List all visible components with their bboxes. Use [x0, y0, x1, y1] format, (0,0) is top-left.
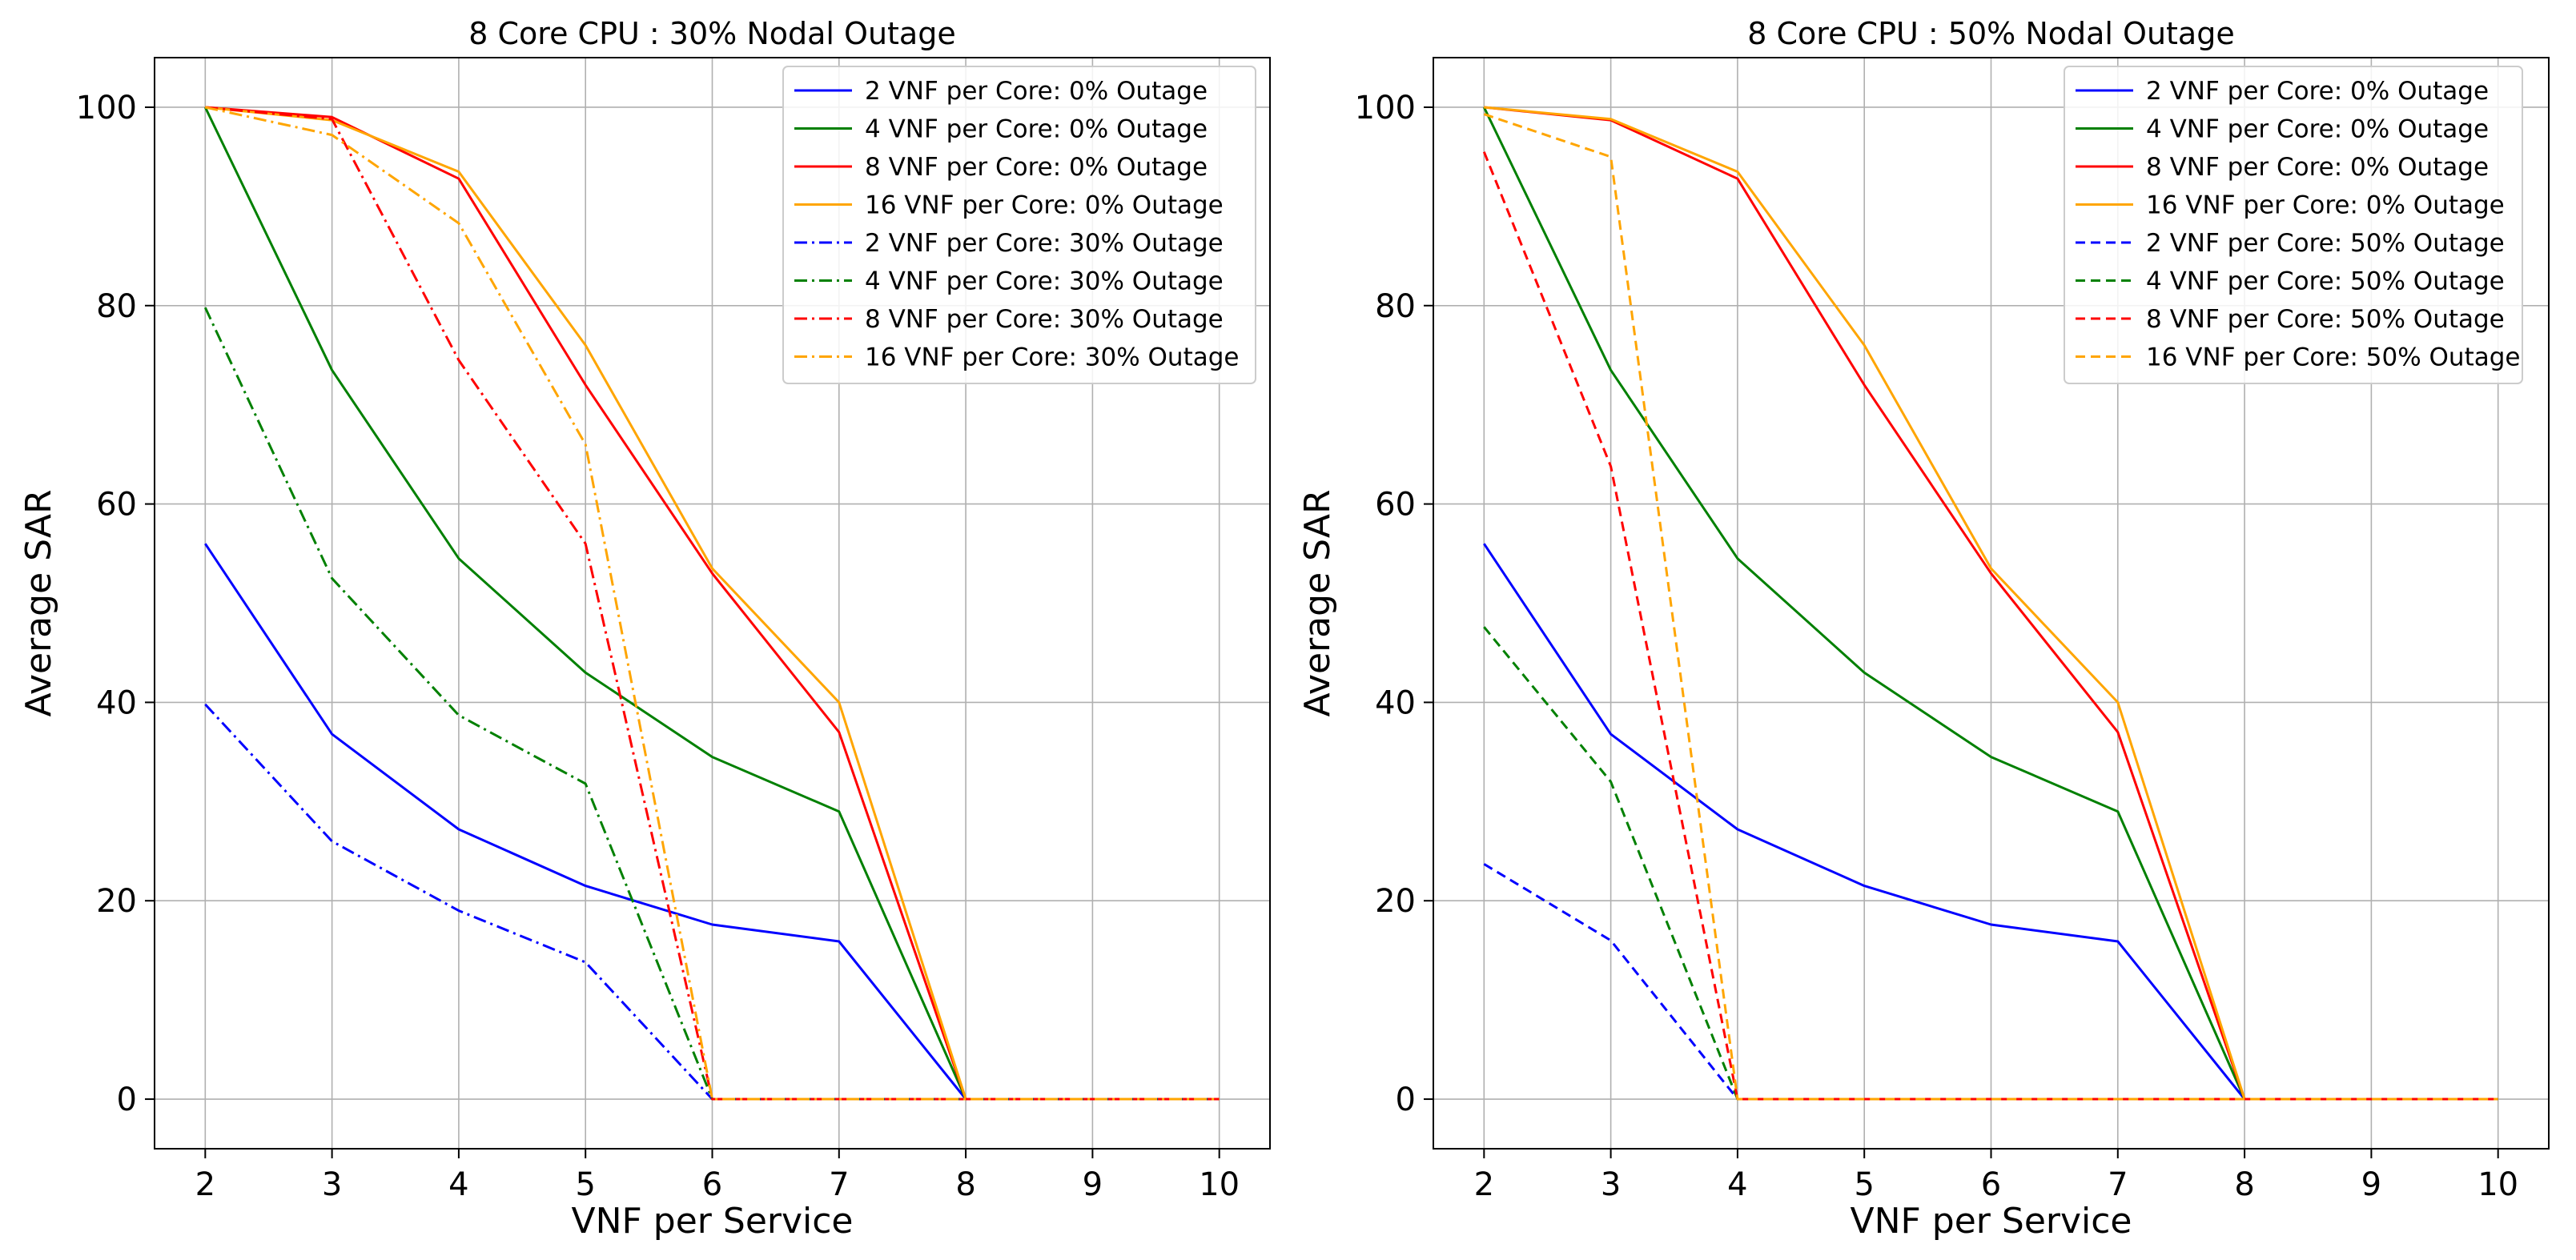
y-tick-label: 40: [1375, 684, 1416, 721]
legend: 2 VNF per Core: 0% Outage 4 VNF per Core:…: [2064, 66, 2523, 384]
x-tick-label: 10: [2478, 1166, 2518, 1203]
x-tick-label: 6: [1981, 1166, 2001, 1203]
legend-label-3: 8 VNF per Core: 0% Outage: [865, 153, 1208, 182]
series-line-7: [205, 106, 1220, 1101]
x-tick-label: 9: [2361, 1166, 2381, 1203]
x-tick-label: 3: [1601, 1166, 1621, 1203]
y-tick-label: 0: [1396, 1081, 1416, 1118]
x-tick-label: 7: [2108, 1166, 2128, 1203]
y-tick-label: 60: [1375, 487, 1416, 524]
legend-label-7: 8 VNF per Core: 30% Outage: [865, 305, 1224, 334]
y-axis-label: Average SAR: [18, 489, 59, 716]
y-tick-label: 20: [1375, 883, 1416, 920]
series-line-8: [204, 106, 1220, 1101]
x-tick-label: 2: [195, 1166, 215, 1203]
legend-label-4: 16 VNF per Core: 0% Outage: [2146, 191, 2505, 220]
legend-label-7: 8 VNF per Core: 50% Outage: [2146, 305, 2505, 334]
legend-label-2: 4 VNF per Core: 0% Outage: [865, 115, 1208, 144]
x-tick-label: 5: [575, 1166, 595, 1203]
x-tick-label: 9: [1083, 1166, 1103, 1203]
y-tick-label: 40: [96, 684, 137, 721]
legend-label-8: 16 VNF per Core: 30% Outage: [865, 343, 1239, 372]
legend-label-2: 4 VNF per Core: 0% Outage: [2146, 115, 2489, 144]
x-tick-label: 3: [322, 1166, 342, 1203]
x-axis-label: VNF per Service: [1851, 1201, 2132, 1242]
y-tick-label: 60: [96, 487, 137, 524]
x-tick-label: 2: [1474, 1166, 1494, 1203]
legend-box: [782, 66, 1256, 384]
chart-title: 8 Core CPU : 50% Nodal Outage: [1747, 16, 2234, 51]
x-tick-label: 8: [2234, 1166, 2254, 1203]
x-tick-label: 4: [448, 1166, 468, 1203]
legend-label-5: 2 VNF per Core: 50% Outage: [2146, 229, 2505, 258]
x-tick-label: 10: [1199, 1166, 1240, 1203]
legend-label-4: 16 VNF per Core: 0% Outage: [865, 191, 1224, 220]
x-tick-label: 7: [829, 1166, 849, 1203]
legend-label-5: 2 VNF per Core: 30% Outage: [865, 229, 1224, 258]
chart-title: 8 Core CPU : 30% Nodal Outage: [468, 16, 955, 51]
y-tick-label: 20: [96, 883, 137, 920]
legend-label-6: 4 VNF per Core: 50% Outage: [2146, 267, 2505, 296]
legend-box: [2064, 66, 2523, 384]
legend-label-1: 2 VNF per Core: 0% Outage: [2146, 77, 2489, 106]
y-tick-label: 80: [96, 288, 137, 325]
x-tick-label: 4: [1727, 1166, 1747, 1203]
x-tick-label: 5: [1854, 1166, 1874, 1203]
x-tick-label: 6: [702, 1166, 722, 1203]
legend-label-6: 4 VNF per Core: 30% Outage: [865, 267, 1224, 296]
y-tick-label: 100: [76, 90, 137, 126]
y-tick-label: 100: [1355, 90, 1416, 126]
y-tick-label: 0: [117, 1081, 137, 1118]
series-line-5: [1483, 863, 2498, 1101]
legend: 2 VNF per Core: 0% Outage 4 VNF per Core:…: [782, 66, 1256, 384]
series-line-8: [1483, 113, 2498, 1101]
legend-label-1: 2 VNF per Core: 0% Outage: [865, 77, 1208, 106]
y-axis-label: Average SAR: [1297, 489, 1338, 716]
legend-label-8: 16 VNF per Core: 50% Outage: [2146, 343, 2520, 372]
legend-label-3: 8 VNF per Core: 0% Outage: [2146, 153, 2489, 182]
x-tick-label: 8: [955, 1166, 975, 1203]
y-tick-label: 80: [1375, 288, 1416, 325]
x-axis-label: VNF per Service: [572, 1201, 854, 1242]
